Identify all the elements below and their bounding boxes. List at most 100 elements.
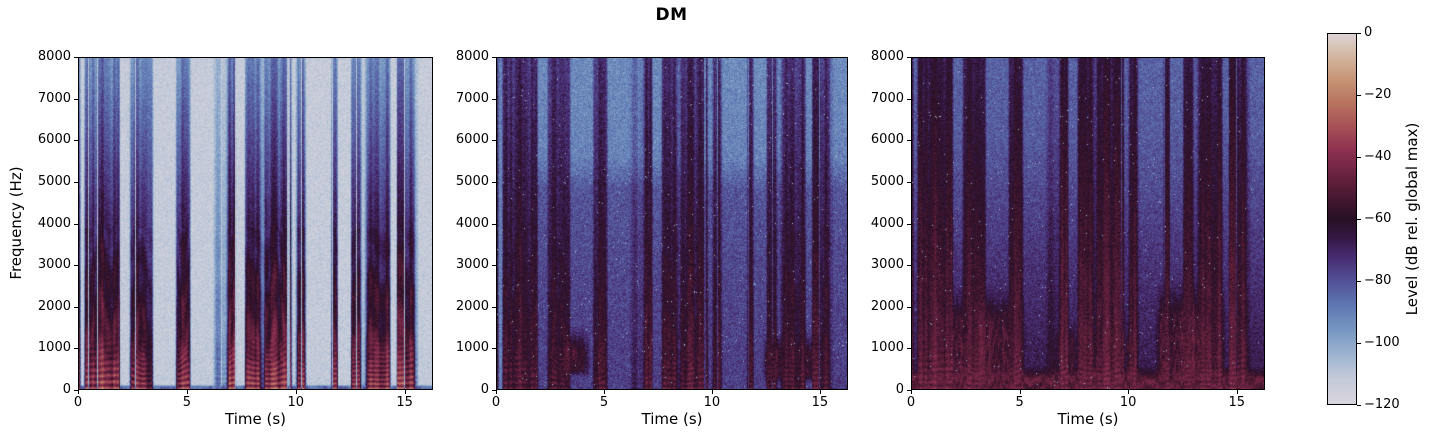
x-tick-label: 0 <box>906 395 916 410</box>
x-tick-mark <box>78 390 79 394</box>
y-tick-label: 8000 <box>455 49 489 64</box>
spectrogram-canvas-2 <box>497 58 847 389</box>
x-axis-label: Time (s) <box>225 410 286 428</box>
y-tick-mark <box>74 348 78 350</box>
y-tick-label: 2000 <box>37 298 71 314</box>
x-axis-label: Time (s) <box>641 410 703 428</box>
y-tick-mark <box>74 265 78 267</box>
x-tick-label: 5 <box>182 395 192 410</box>
y-tick-mark <box>907 223 911 225</box>
x-tick-label: 5 <box>1015 395 1024 410</box>
colorbar-tick-label: −120 <box>1364 397 1400 412</box>
y-tick-label: 4000 <box>870 215 904 231</box>
y-tick-mark <box>74 223 78 225</box>
y-tick-mark <box>74 140 78 142</box>
colorbar-tick-label: −40 <box>1364 149 1392 164</box>
y-tick-label: 1000 <box>455 340 489 356</box>
y-tick-label: 1000 <box>37 340 71 356</box>
y-tick-label: 7000 <box>870 90 904 106</box>
colorbar-tick-mark <box>1357 343 1361 344</box>
y-tick-mark <box>907 306 911 308</box>
x-tick-mark <box>911 390 912 394</box>
spectrogram-panel-3 <box>911 57 1265 390</box>
y-tick-mark <box>907 140 911 142</box>
y-tick-label: 8000 <box>870 49 904 64</box>
y-tick-mark <box>492 98 496 100</box>
colorbar-tick-label: −80 <box>1364 273 1392 288</box>
x-tick-mark <box>1128 390 1130 394</box>
y-tick-label: 0 <box>62 382 71 397</box>
y-tick-label: 6000 <box>37 132 71 148</box>
y-tick-mark <box>492 265 496 267</box>
spectrogram-panel-2 <box>496 57 848 390</box>
colorbar-tick-mark <box>1357 95 1361 96</box>
y-tick-mark <box>492 306 496 308</box>
x-tick-mark <box>404 390 406 394</box>
colorbar-tick-mark <box>1357 281 1361 282</box>
x-tick-label: 15 <box>811 395 829 410</box>
x-tick-label: 10 <box>703 395 721 410</box>
y-tick-label: 0 <box>480 382 489 397</box>
colorbar-gradient <box>1328 34 1356 404</box>
x-tick-mark <box>603 390 605 394</box>
x-tick-label: 5 <box>599 395 609 410</box>
y-tick-label: 7000 <box>455 90 489 106</box>
colorbar-tick-mark <box>1357 405 1361 406</box>
y-tick-label: 4000 <box>455 215 489 231</box>
y-tick-mark <box>492 57 496 58</box>
y-tick-label: 3000 <box>455 257 489 273</box>
y-tick-label: 5000 <box>870 173 904 189</box>
colorbar-tick-mark <box>1357 33 1361 34</box>
y-tick-label: 1000 <box>870 340 904 356</box>
spectrogram-canvas-1 <box>79 58 432 389</box>
x-axis-label: Time (s) <box>1057 410 1119 428</box>
y-tick-mark <box>907 265 911 267</box>
y-tick-label: 3000 <box>37 257 71 273</box>
y-tick-mark <box>492 390 496 391</box>
y-tick-label: 8000 <box>37 49 71 64</box>
x-tick-mark <box>711 390 713 394</box>
x-tick-mark <box>1236 390 1238 394</box>
y-tick-mark <box>907 98 911 100</box>
x-tick-mark <box>496 390 497 394</box>
colorbar-tick-label: −60 <box>1364 211 1392 226</box>
spectrogram-panel-1 <box>78 57 433 390</box>
y-tick-label: 2000 <box>455 298 489 314</box>
y-tick-label: 5000 <box>37 173 71 189</box>
y-tick-label: 5000 <box>455 173 489 189</box>
colorbar-tick-mark <box>1357 157 1361 158</box>
y-tick-mark <box>907 57 911 58</box>
y-tick-mark <box>492 181 496 183</box>
colorbar-label: Level (dB rel. global max) <box>1403 122 1421 316</box>
x-tick-mark <box>186 390 188 394</box>
y-tick-label: 7000 <box>37 90 71 106</box>
y-tick-label: 0 <box>895 382 904 397</box>
y-tick-mark <box>74 306 78 308</box>
y-tick-mark <box>74 390 78 391</box>
colorbar-tick-label: −20 <box>1364 87 1392 102</box>
x-tick-label: 0 <box>73 395 83 410</box>
y-tick-mark <box>492 140 496 142</box>
x-tick-mark <box>295 390 297 394</box>
colorbar <box>1327 33 1357 405</box>
y-tick-label: 3000 <box>870 257 904 273</box>
x-tick-label: 0 <box>491 395 501 410</box>
figure-title: DM <box>655 5 688 25</box>
x-tick-mark <box>1019 390 1021 394</box>
x-tick-label: 15 <box>1228 395 1246 410</box>
y-tick-label: 4000 <box>37 215 71 231</box>
y-tick-mark <box>492 348 496 350</box>
colorbar-tick-label: 0 <box>1364 25 1373 40</box>
x-tick-label: 10 <box>287 395 305 410</box>
y-tick-label: 6000 <box>870 132 904 148</box>
spectrogram-canvas-3 <box>912 58 1264 389</box>
y-tick-mark <box>74 98 78 100</box>
y-tick-label: 2000 <box>870 298 904 314</box>
colorbar-tick-mark <box>1357 219 1361 220</box>
colorbar-tick-label: −100 <box>1364 335 1400 350</box>
y-tick-mark <box>907 181 911 183</box>
y-tick-mark <box>492 223 496 225</box>
y-tick-mark <box>74 57 78 58</box>
x-tick-label: 15 <box>396 395 413 410</box>
